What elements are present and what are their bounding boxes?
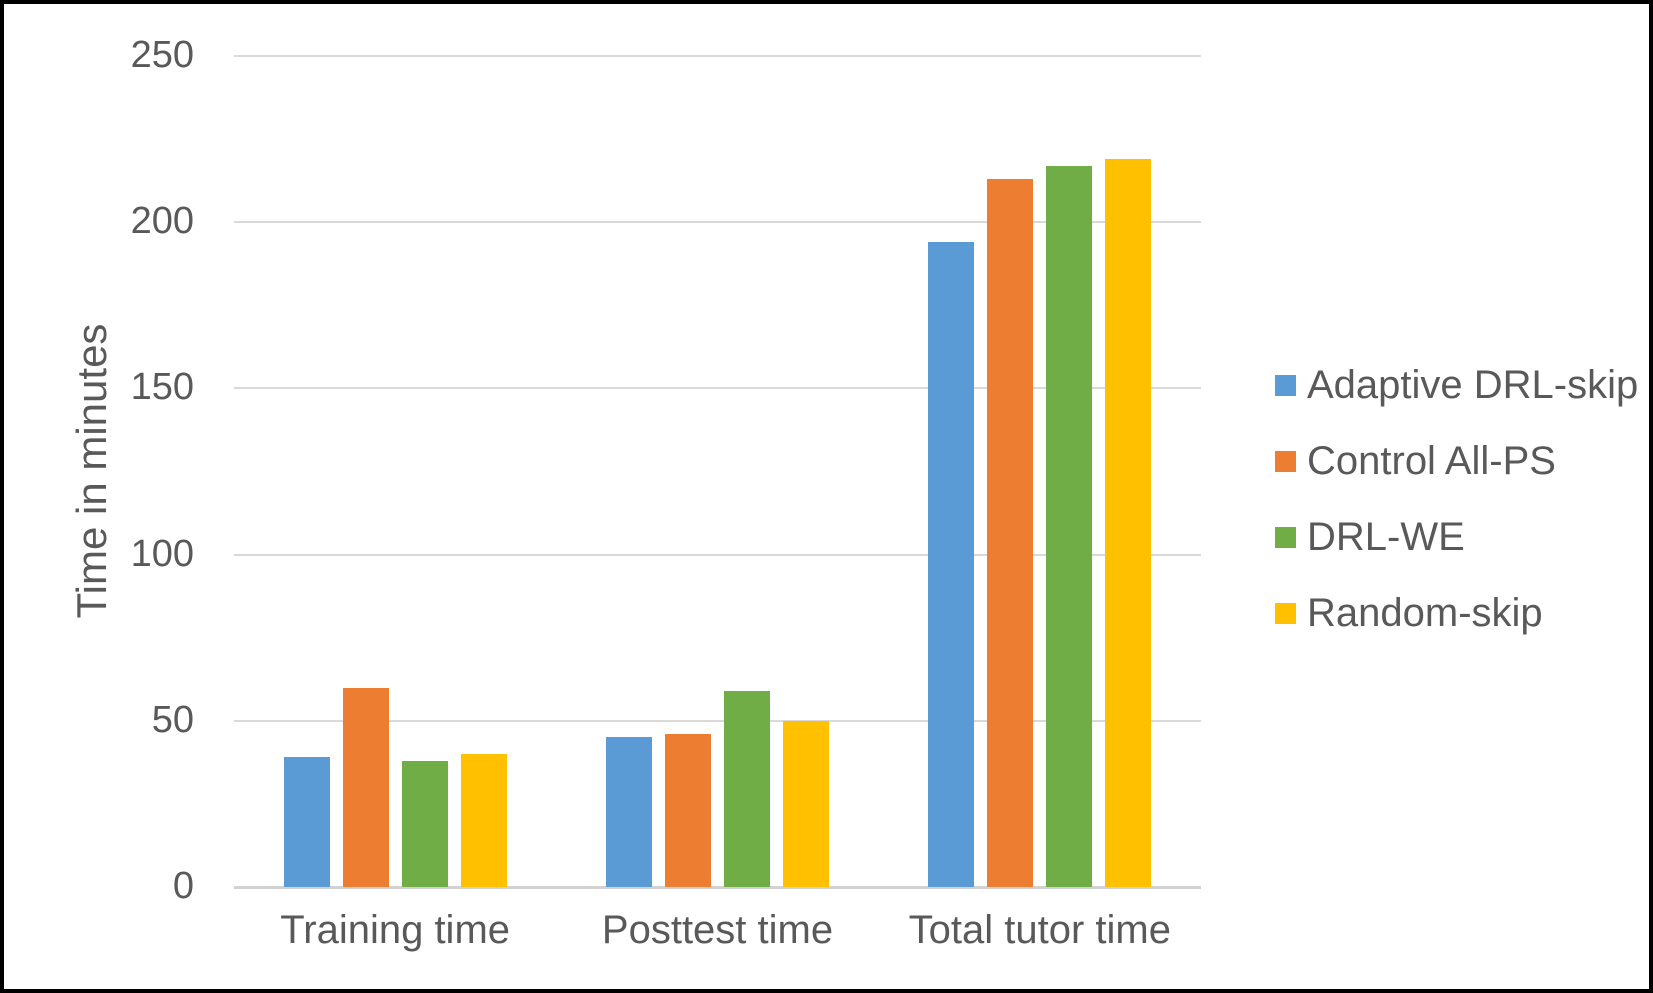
- x-category-label: Posttest time: [601, 908, 834, 952]
- legend-swatch-icon: [1275, 375, 1296, 396]
- x-axis-category-labels: Training time Posttest time Total tutor ti…: [234, 907, 1201, 967]
- gridline: [234, 719, 1201, 722]
- legend-swatch-icon: [1275, 603, 1296, 624]
- bar: [1105, 159, 1152, 887]
- y-tick-label: 200: [130, 200, 194, 243]
- bar: [401, 760, 448, 887]
- y-axis-tick-labels: 0 50 100 150 200 250: [4, 34, 194, 907]
- bar: [724, 690, 770, 887]
- bar: [342, 687, 389, 887]
- legend-item: Adaptive DRL-skip: [1275, 362, 1638, 409]
- legend-item: Random-skip: [1275, 590, 1638, 637]
- bar: [928, 242, 975, 887]
- y-tick-label: 0: [172, 865, 194, 908]
- y-tick-label: 250: [130, 34, 194, 77]
- y-tick-label: 100: [130, 532, 194, 575]
- y-tick-label: 50: [151, 698, 194, 741]
- x-category-label: Total tutor time: [908, 908, 1171, 952]
- gridline: [234, 221, 1201, 224]
- legend: Adaptive DRL-skip Control All-PS DRL-WE Ran…: [1275, 362, 1638, 637]
- x-axis-line: [234, 886, 1201, 889]
- bar: [283, 757, 330, 887]
- legend-label: Random-skip: [1307, 591, 1543, 635]
- legend-item: DRL-WE: [1275, 514, 1638, 561]
- bar: [460, 754, 507, 887]
- gridline: [234, 387, 1201, 390]
- bar: [783, 720, 829, 887]
- bar: [606, 737, 652, 887]
- legend-label: Adaptive DRL-skip: [1307, 363, 1639, 407]
- legend-item: Control All-PS: [1275, 438, 1638, 485]
- y-tick-label: 150: [130, 366, 194, 409]
- bar: [665, 734, 711, 887]
- plot-area: [234, 55, 1201, 889]
- x-category-label: Training time: [280, 908, 511, 952]
- legend-label: DRL-WE: [1307, 515, 1465, 559]
- legend-swatch-icon: [1275, 451, 1296, 472]
- bar: [1046, 165, 1093, 887]
- bar: [987, 179, 1034, 887]
- legend-label: Control All-PS: [1307, 439, 1556, 483]
- gridline: [234, 55, 1201, 57]
- gridline: [234, 553, 1201, 556]
- legend-swatch-icon: [1275, 527, 1296, 548]
